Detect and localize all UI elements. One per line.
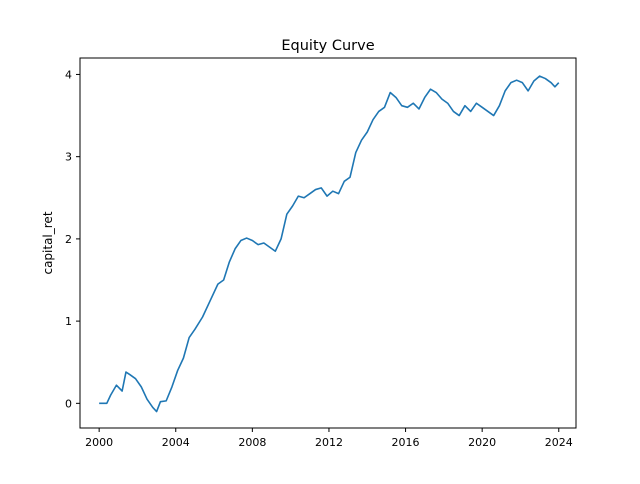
x-tick-label: 2004 (162, 436, 190, 449)
chart-title: Equity Curve (281, 38, 374, 54)
y-tick-label: 0 (65, 397, 72, 410)
x-tick-label: 2020 (468, 436, 496, 449)
y-tick-label: 2 (65, 233, 72, 246)
plot-frame (79, 57, 577, 429)
plot-area (80, 58, 576, 428)
x-tick-label: 2008 (238, 436, 266, 449)
series-layer (99, 75, 560, 413)
x-tick-label: 2000 (85, 436, 113, 449)
y-axis-label: capital_ret (41, 211, 55, 274)
x-tick-label: 2012 (315, 436, 343, 449)
x-tick-label: 2024 (545, 436, 573, 449)
y-tick-label: 4 (65, 68, 72, 81)
x-tick-label: 2016 (392, 436, 420, 449)
x-axis-ticks: 2000 2004 2008 2012 2016 2020 2024 (85, 428, 573, 449)
y-tick-label: 1 (65, 315, 72, 328)
y-tick-label: 3 (65, 151, 72, 164)
series-line-0 (99, 75, 560, 413)
y-axis-ticks: 0 1 2 3 4 (65, 68, 80, 410)
